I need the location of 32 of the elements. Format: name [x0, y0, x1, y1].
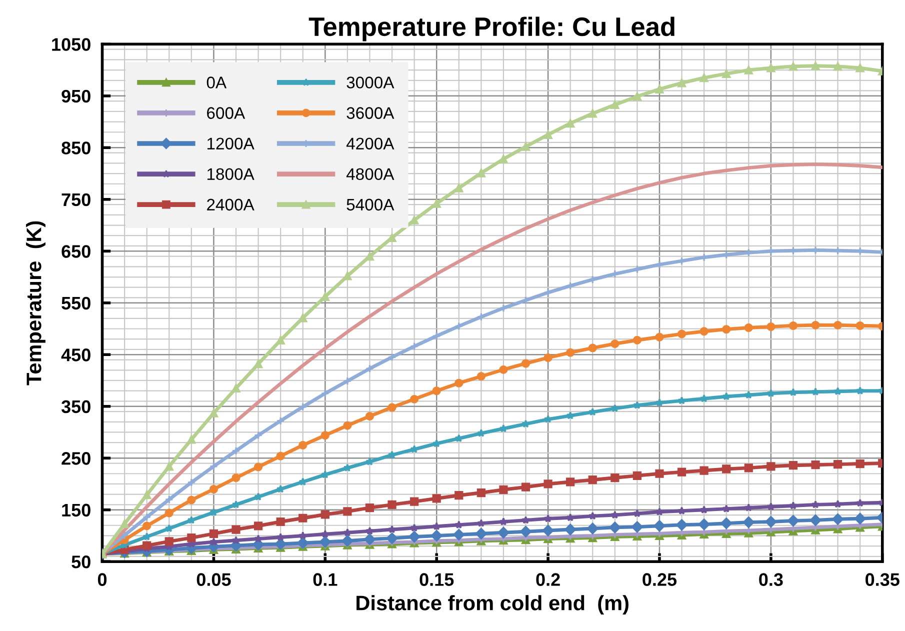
chart-title: Temperature Profile: Cu Lead — [308, 16, 674, 42]
legend-label: 4200A — [346, 138, 394, 150]
legend-label: 5400A — [346, 198, 394, 211]
y-tick-label: 850 — [62, 142, 90, 154]
y-axis-title: Temperature (K) — [26, 221, 46, 386]
y-tick-label: 150 — [62, 504, 90, 517]
y-tick-label: 1050 — [52, 38, 90, 51]
legend-label: 4800A — [346, 168, 394, 180]
y-tick-label: 750 — [62, 193, 90, 206]
x-tick-label: 0.1 — [313, 573, 338, 586]
y-tick-label: 550 — [62, 296, 90, 310]
x-tick-label: 0.3 — [759, 573, 783, 586]
x-tick-label: 0.2 — [536, 573, 560, 586]
legend-label: 1800A — [207, 168, 254, 180]
legend-label: 2400A — [207, 198, 254, 211]
x-axis-title: Distance from cold end (m) — [356, 595, 628, 615]
x-tick-label: 0 — [98, 573, 107, 586]
legend-label: 1200A — [207, 138, 254, 150]
y-tick-label: 250 — [62, 452, 90, 465]
legend-label: 3600A — [346, 107, 394, 119]
x-tick-label: 0.05 — [196, 573, 231, 586]
legend-label: 3000A — [346, 76, 394, 88]
x-tick-label: 0.25 — [642, 573, 677, 586]
x-tick-label: 0.15 — [420, 573, 454, 586]
x-tick-label: 0.35 — [866, 573, 900, 586]
legend-label: 0A — [206, 76, 227, 88]
y-tick-label: 450 — [61, 348, 90, 362]
y-tick-label: 650 — [62, 245, 90, 258]
y-tick-label: 350 — [61, 400, 90, 414]
y-tick-label: 50 — [72, 556, 90, 568]
y-tick-label: 950 — [62, 90, 90, 103]
legend-label: 600A — [207, 107, 246, 119]
